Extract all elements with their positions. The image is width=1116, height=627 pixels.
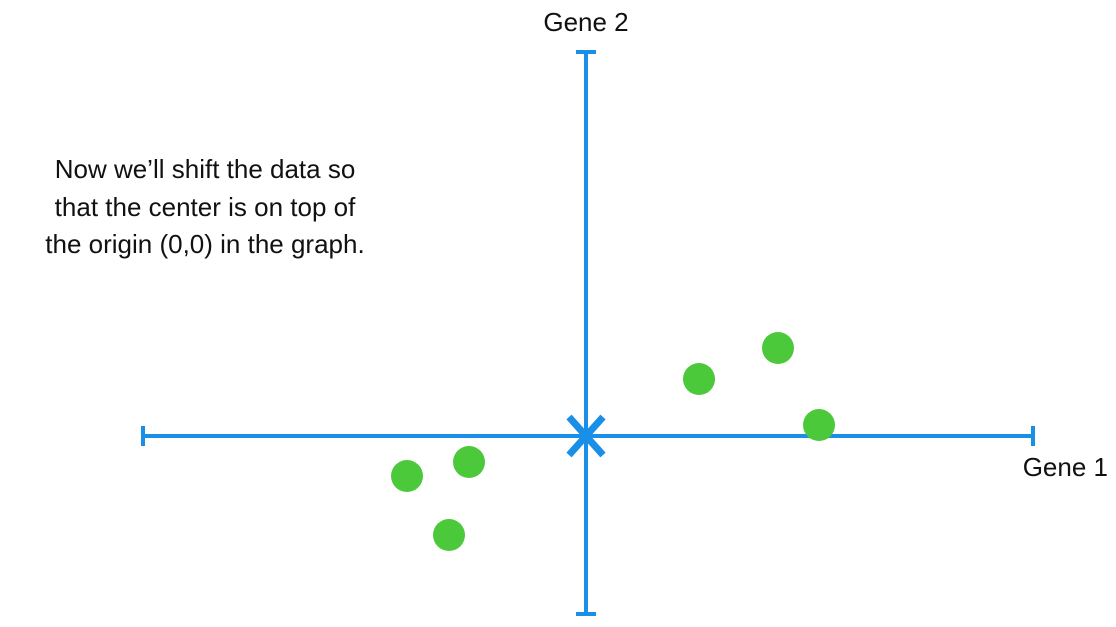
point <box>803 409 835 441</box>
x-axis-label: Gene 1 <box>1023 452 1108 482</box>
point <box>391 460 423 492</box>
note-line: that the center is on top of <box>55 192 356 222</box>
point <box>433 519 465 551</box>
point <box>762 332 794 364</box>
points <box>391 332 835 551</box>
y-axis-label: Gene 2 <box>543 7 628 37</box>
note-line: Now we’ll shift the data so <box>55 154 356 184</box>
point <box>453 446 485 478</box>
note-line: the origin (0,0) in the graph. <box>45 229 364 259</box>
point <box>683 363 715 395</box>
axes <box>141 50 1035 616</box>
center-mark <box>566 414 606 458</box>
